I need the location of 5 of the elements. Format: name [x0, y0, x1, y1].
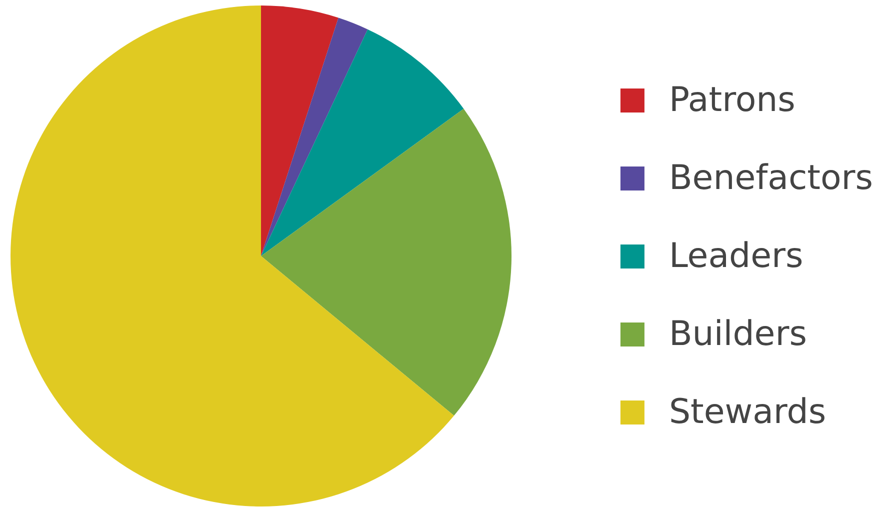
legend-label: Patrons — [668, 80, 796, 120]
legend-label: Builders — [668, 314, 807, 354]
legend-label: Leaders — [668, 236, 804, 276]
legend-label: Benefactors — [668, 158, 873, 198]
legend-label: Stewards — [668, 392, 826, 432]
